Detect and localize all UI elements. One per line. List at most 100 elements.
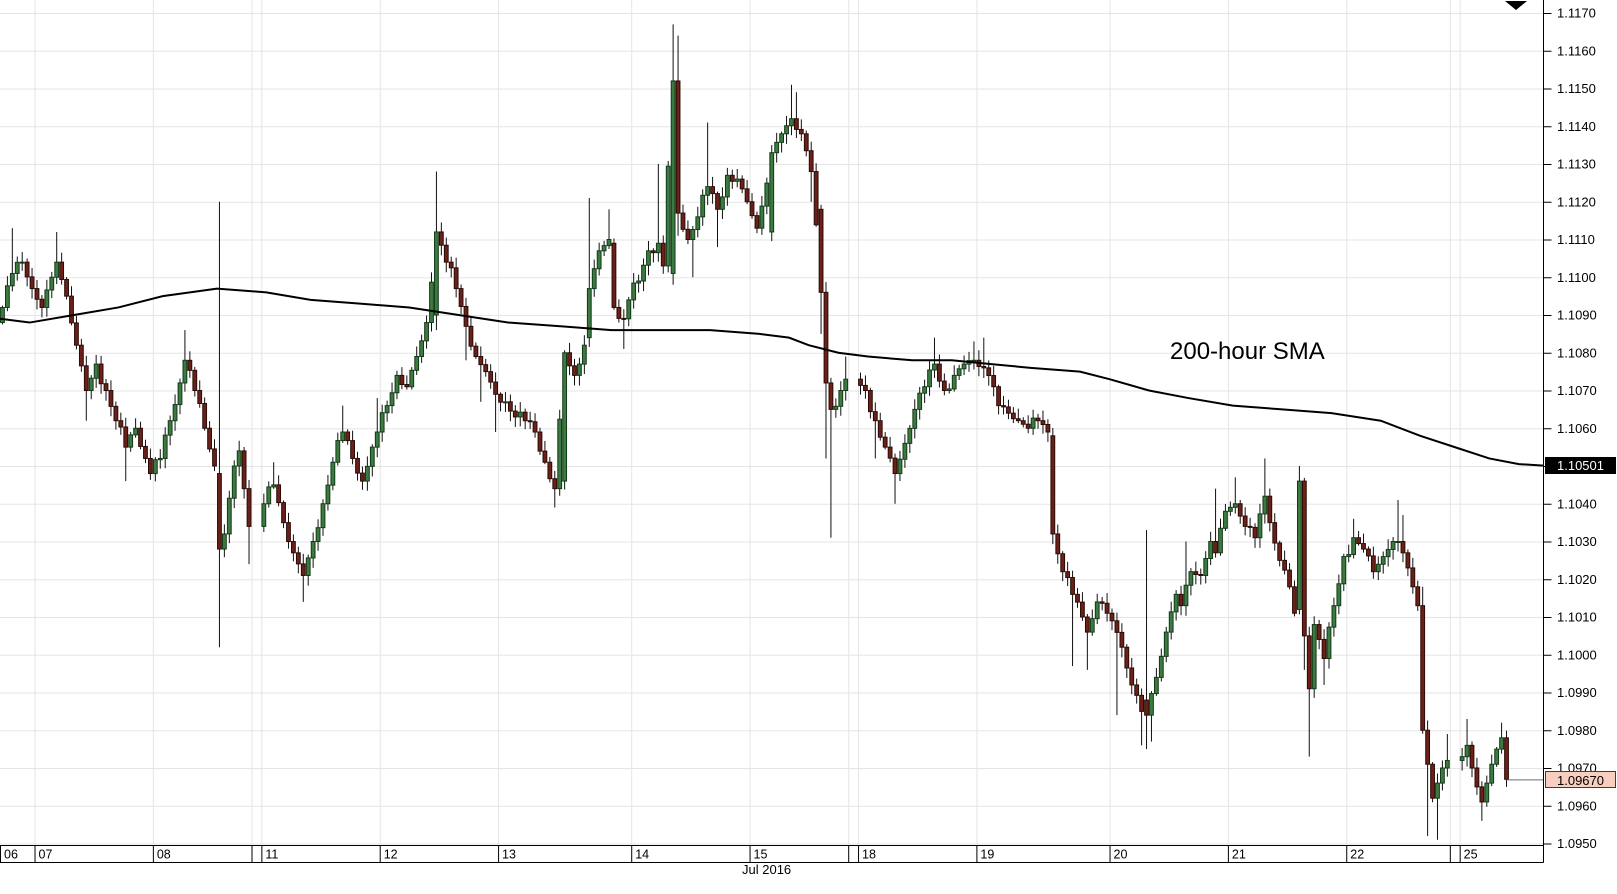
candle — [1444, 734, 1450, 777]
candle — [794, 92, 799, 138]
candle — [443, 237, 449, 273]
candle — [340, 405, 346, 443]
candle — [1208, 531, 1214, 565]
candle — [591, 259, 597, 297]
candle — [29, 268, 35, 299]
x-axis-day-label: 14 — [635, 848, 649, 862]
y-axis-label: 1.1020 — [1557, 572, 1597, 587]
candle — [271, 462, 277, 489]
candle — [892, 453, 898, 504]
candle — [335, 432, 341, 466]
candle — [88, 375, 94, 400]
candle — [636, 274, 642, 293]
candle — [710, 176, 715, 204]
time-axis[interactable]: 06 07 08 11 12 13 14 15 18 19 20 21 22 25 — [0, 845, 1544, 863]
candle — [996, 384, 1001, 415]
candle — [1297, 466, 1302, 615]
candle — [1060, 551, 1066, 582]
candle — [1183, 541, 1189, 616]
candle — [1218, 518, 1223, 556]
candle — [818, 204, 824, 334]
candle — [473, 342, 479, 359]
chart-shift-marker-icon[interactable] — [1505, 1, 1527, 10]
candle — [922, 379, 928, 404]
y-axis-label: 1.1170 — [1557, 6, 1596, 21]
candle — [325, 474, 331, 511]
candle — [1390, 537, 1396, 560]
candle — [798, 119, 804, 142]
candle — [143, 439, 148, 464]
candle — [626, 296, 632, 327]
candle — [1144, 530, 1149, 750]
candle — [1109, 608, 1115, 631]
candle — [1321, 629, 1327, 685]
candle — [1292, 580, 1297, 617]
candle — [1400, 515, 1406, 563]
candle — [1370, 546, 1376, 579]
candle — [1430, 762, 1435, 803]
candle — [54, 231, 60, 285]
x-axis-day-label: 15 — [754, 848, 768, 862]
candle — [1055, 524, 1061, 564]
candle — [1070, 570, 1075, 667]
candle — [724, 167, 730, 206]
candle — [917, 387, 923, 420]
candle — [867, 387, 873, 419]
candle — [1257, 503, 1263, 548]
x-axis-day-label: 20 — [1114, 848, 1128, 862]
candle — [991, 365, 997, 397]
candle — [1287, 563, 1292, 590]
candle — [113, 401, 119, 430]
candle — [148, 448, 153, 480]
candle — [527, 411, 533, 429]
y-axis-label: 1.1010 — [1557, 610, 1597, 625]
candle — [951, 365, 957, 392]
candle — [946, 383, 952, 394]
candle — [212, 439, 217, 472]
y-axis-label: 1.1060 — [1557, 421, 1597, 436]
price-axis[interactable]: 1.1170 1.1160 1.1150 1.1140 1.1130 1.1120 1.11… — [1543, 0, 1597, 863]
candle — [907, 425, 913, 453]
x-axis-day-label: 21 — [1232, 848, 1246, 862]
candle — [463, 297, 469, 361]
candle — [167, 415, 173, 446]
candle — [715, 191, 720, 248]
candle — [128, 431, 134, 452]
candle — [394, 370, 400, 400]
candle — [1114, 612, 1120, 716]
candle — [300, 553, 306, 602]
candle — [217, 201, 222, 648]
candle — [764, 177, 770, 215]
candle — [927, 360, 932, 396]
candle — [651, 248, 656, 263]
y-axis-label: 1.1040 — [1557, 496, 1597, 511]
candle — [779, 131, 785, 153]
candle — [34, 280, 40, 310]
x-axis-day-label: 19 — [980, 848, 994, 862]
candle — [310, 532, 316, 568]
candle — [956, 364, 962, 380]
candle — [680, 204, 686, 233]
candle — [1089, 609, 1095, 636]
candle — [1415, 580, 1421, 611]
candles-series — [0, 24, 1509, 840]
candle — [305, 554, 311, 586]
candle — [1119, 623, 1125, 658]
candle — [621, 309, 627, 349]
candle — [902, 434, 908, 468]
candle — [221, 524, 227, 558]
candle — [606, 209, 612, 249]
candle — [83, 355, 89, 421]
candle — [1124, 644, 1130, 678]
candle — [414, 346, 420, 375]
candle — [729, 169, 735, 189]
candle — [1306, 626, 1312, 757]
candle — [981, 337, 987, 378]
candle — [1395, 499, 1401, 552]
candle — [1075, 587, 1080, 608]
candle — [9, 228, 15, 292]
candle — [823, 282, 829, 459]
candle — [1366, 546, 1371, 562]
candle — [1435, 773, 1440, 840]
